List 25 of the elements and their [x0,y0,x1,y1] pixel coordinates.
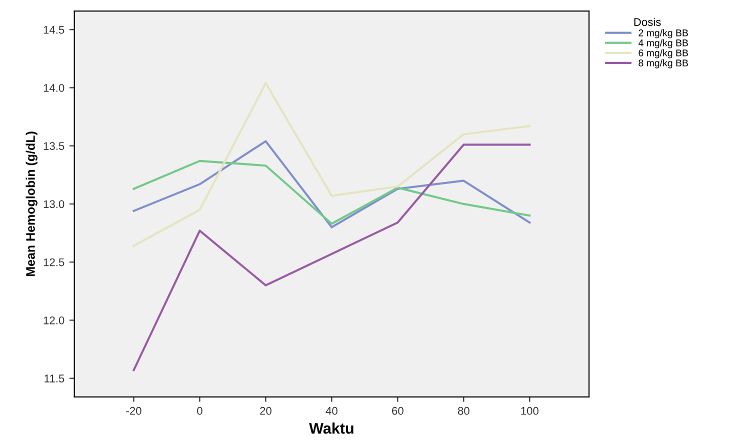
x-axis-title: Waktu [309,422,354,434]
x-tick-label: 40 [326,406,338,415]
x-tick-label: 100 [521,406,538,415]
line-series [132,82,531,247]
y-tick-label: 13.0 [44,200,64,208]
line-series [132,144,531,372]
x-tick-label: 20 [260,406,272,415]
y-tick-label: 13.5 [44,142,64,150]
y-tick-label: 14.0 [44,84,64,92]
line-series [132,140,531,228]
x-tick-label: -20 [126,406,142,415]
y-tick-label: 11.5 [44,374,64,382]
line-series [132,160,531,225]
x-tick-label: 0 [197,406,202,415]
legend-label: 4 mg/kg BB [638,39,688,48]
x-tick-label: 80 [458,406,470,415]
y-tick-label: 12.5 [44,258,64,266]
y-tick-label: 12.0 [44,316,64,324]
y-axis-title: Mean Hemoglobin (g/dL) [26,132,38,276]
legend-label: 6 mg/kg BB [638,49,688,58]
x-tick-label: 60 [392,406,404,415]
y-tick-label: 14.5 [44,26,64,34]
legend-label: 8 mg/kg BB [638,59,688,68]
legend-title: Dosis [634,18,661,26]
legend-label: 2 mg/kg BB [638,29,688,38]
